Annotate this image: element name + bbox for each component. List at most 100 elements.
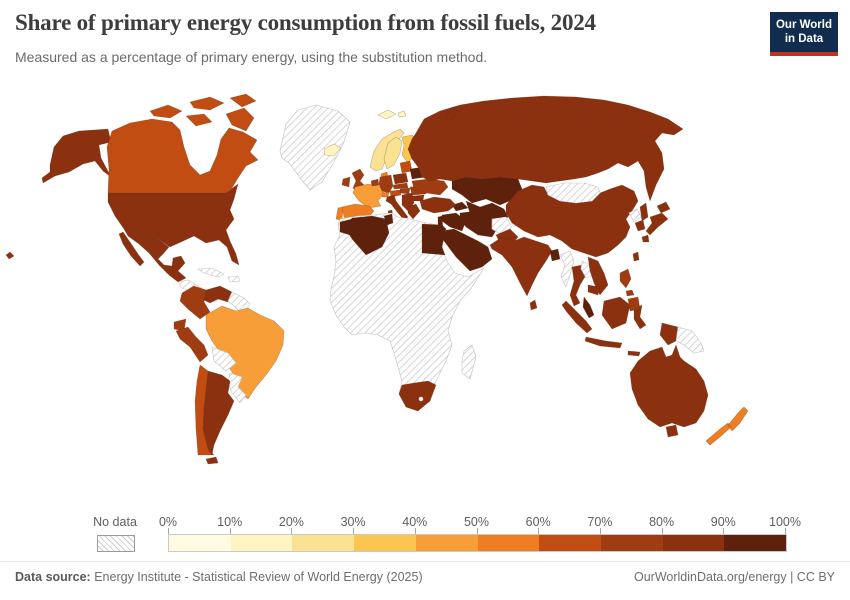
country-turkey[interactable]	[419, 196, 457, 214]
legend-segment-10%-20%[interactable]	[230, 535, 293, 551]
country-malaysia[interactable]	[582, 296, 595, 319]
country-greece[interactable]	[407, 203, 421, 220]
map-legend: No data 0% 10% 20% 30% 40% 50% 60% 70% 80% 90% 100…	[0, 512, 850, 554]
country-sweden[interactable]	[383, 136, 403, 170]
country-philippines[interactable]	[619, 268, 641, 312]
country-egypt[interactable]	[421, 223, 447, 256]
country-venezuela[interactable]	[203, 285, 233, 304]
footer-link[interactable]: OurWorldinData.org/energy | CC BY	[633, 570, 835, 584]
country-canada[interactable]	[106, 93, 259, 194]
legend-tick-label-100%: 100%	[769, 515, 801, 529]
legend-segment-80%-90%[interactable]	[662, 535, 725, 551]
legend-segment-40%-50%[interactable]	[415, 535, 478, 551]
footer-source-text: Energy Institute - Statistical Review of…	[94, 570, 423, 584]
legend-segment-90%-100%[interactable]	[724, 535, 787, 551]
country-bangladesh[interactable]	[549, 248, 561, 262]
country-laos[interactable]	[580, 260, 595, 279]
country-myanmar[interactable]	[559, 250, 575, 288]
region-arabian-peninsula[interactable]	[439, 228, 493, 272]
country-south-africa[interactable]	[398, 380, 437, 412]
legend-segment-70%-80%[interactable]	[600, 535, 663, 551]
region-hispaniola[interactable]	[227, 275, 241, 283]
legend-tick-mark	[168, 528, 169, 534]
country-united-states[interactable]	[5, 128, 240, 266]
country-colombia[interactable]	[179, 285, 211, 320]
world-map	[5, 93, 749, 465]
legend-color-bar	[168, 534, 787, 552]
legend-tick-mark	[785, 528, 786, 534]
country-vietnam[interactable]	[587, 256, 609, 296]
legend-segment-30%-40%[interactable]	[354, 535, 416, 551]
legend-tick-label-10%: 10%	[217, 515, 243, 529]
legend-tick-label-40%: 40%	[402, 515, 428, 529]
country-australia[interactable]	[629, 344, 709, 438]
country-algeria[interactable]	[345, 215, 390, 256]
country-indonesia[interactable]	[561, 296, 647, 357]
legend-tick-mark	[723, 528, 725, 534]
country-lesotho[interactable]	[418, 396, 424, 402]
legend-tick-mark	[661, 528, 663, 534]
legend-tick-label-50%: 50%	[463, 515, 490, 529]
legend-tick-label-20%: 20%	[278, 515, 304, 529]
country-papua-new-guinea[interactable]	[675, 326, 705, 354]
country-new-zealand[interactable]	[705, 406, 749, 446]
legend-tick-mark	[353, 528, 355, 534]
region-benelux[interactable]	[370, 178, 380, 187]
page-title: Share of primary energy consumption from…	[15, 10, 596, 35]
country-cuba[interactable]	[197, 267, 225, 278]
region-west-papua[interactable]	[659, 322, 679, 346]
country-ireland[interactable]	[341, 176, 351, 188]
country-taiwan[interactable]	[632, 251, 640, 262]
legend-no-data-label: No data	[93, 515, 137, 529]
legend-segment-60%-70%[interactable]	[539, 535, 601, 551]
country-sri-lanka[interactable]	[529, 299, 538, 311]
country-hungary[interactable]	[399, 187, 411, 195]
country-mexico[interactable]	[118, 228, 187, 283]
country-peru[interactable]	[175, 326, 209, 363]
country-tunisia[interactable]	[383, 213, 394, 226]
country-south-korea[interactable]	[634, 219, 646, 232]
legend-tick-mark	[414, 528, 416, 534]
region-czech-slovakia[interactable]	[392, 182, 409, 190]
legend-tick-label-90%: 90%	[710, 515, 736, 529]
country-iceland[interactable]	[323, 143, 342, 157]
country-japan[interactable]	[641, 201, 671, 243]
legend-tick-label-70%: 70%	[587, 515, 613, 529]
footer-source-label: Data source:	[15, 570, 91, 584]
legend-tick-mark	[538, 528, 540, 534]
region-caucasus[interactable]	[451, 201, 469, 212]
legend-tick-mark	[599, 528, 601, 534]
country-north-korea[interactable]	[628, 208, 642, 223]
country-poland[interactable]	[392, 172, 409, 185]
country-cambodia[interactable]	[587, 284, 601, 296]
region-svalbard[interactable]	[377, 109, 407, 120]
owid-logo[interactable]: Our World in Data	[770, 12, 838, 56]
country-germany[interactable]	[378, 174, 394, 194]
owid-logo-line2: in Data	[784, 33, 824, 46]
country-argentina[interactable]	[202, 370, 235, 465]
country-bolivia[interactable]	[211, 346, 237, 372]
country-iran[interactable]	[459, 210, 499, 238]
footer-source: Data source: Energy Institute - Statisti…	[15, 570, 423, 584]
country-russia[interactable]	[407, 95, 684, 222]
country-greenland[interactable]	[279, 104, 351, 191]
country-india[interactable]	[489, 236, 553, 297]
legend-segment-20%-30%[interactable]	[292, 535, 355, 551]
country-madagascar[interactable]	[461, 344, 477, 380]
legend-no-data-swatch[interactable]	[97, 535, 135, 552]
legend-segment-50%-60%[interactable]	[477, 535, 540, 551]
legend-segment-0%-10%[interactable]	[169, 535, 231, 551]
country-austria[interactable]	[389, 189, 402, 198]
owid-logo-line1: Our World	[775, 19, 832, 31]
legend-tick-label-80%: 80%	[649, 515, 675, 529]
legend-tick-mark	[229, 528, 231, 534]
legend-tick-mark	[291, 528, 293, 534]
country-switzerland[interactable]	[381, 191, 390, 198]
legend-tick-label-0%: 0%	[158, 515, 178, 529]
legend-tick-label-60%: 60%	[525, 515, 551, 529]
footer-divider	[0, 561, 850, 562]
country-mongolia[interactable]	[545, 182, 601, 204]
legend-tick-mark	[476, 528, 478, 534]
legend-tick-label-30%: 30%	[340, 515, 366, 529]
